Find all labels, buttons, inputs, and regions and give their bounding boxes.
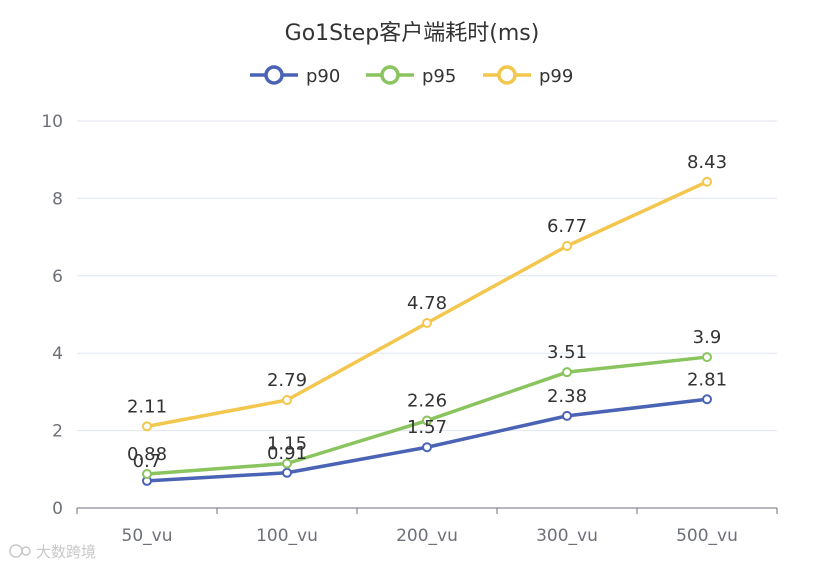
data-point-p99[interactable] bbox=[142, 421, 152, 432]
x-tick-label: 500_vu bbox=[676, 526, 738, 546]
y-tick-label: 6 bbox=[52, 267, 63, 287]
data-point-p99[interactable] bbox=[562, 241, 572, 252]
series-line-p95 bbox=[146, 355, 708, 476]
legend-marker-icon bbox=[264, 65, 284, 85]
data-label-p90: 0.91 bbox=[267, 443, 307, 464]
data-label-p99: 8.43 bbox=[687, 152, 727, 173]
data-label-p90: 2.81 bbox=[687, 369, 727, 390]
x-tick-label: 50_vu bbox=[122, 526, 173, 546]
data-label-p95: 0.88 bbox=[127, 444, 167, 465]
data-point-p95[interactable] bbox=[282, 458, 292, 469]
y-axis: 0 2 4 6 8 10 bbox=[41, 112, 63, 519]
data-point-p90[interactable] bbox=[282, 467, 292, 478]
data-label-p90: 2.38 bbox=[547, 386, 587, 407]
y-tick-label: 8 bbox=[52, 189, 63, 209]
legend-item-p95[interactable]: p95 bbox=[366, 65, 456, 87]
data-point-p99[interactable] bbox=[422, 318, 432, 329]
data-point-p95[interactable] bbox=[562, 367, 572, 378]
legend-label: p90 bbox=[306, 66, 340, 87]
y-tick-label: 2 bbox=[52, 422, 63, 442]
grid-lines bbox=[77, 120, 777, 432]
legend[interactable]: p90 p95 p99 bbox=[250, 65, 573, 87]
legend-label: p99 bbox=[539, 66, 573, 87]
x-tick-label: 200_vu bbox=[396, 526, 458, 546]
data-point-p90[interactable] bbox=[702, 394, 712, 405]
data-point-p90[interactable] bbox=[422, 442, 432, 453]
data-label-p95: 3.51 bbox=[547, 342, 587, 363]
data-label-p99: 6.77 bbox=[547, 216, 587, 237]
watermark: 大数跨境 bbox=[9, 543, 96, 561]
data-labels: 0.7 0.91 1.57 2.38 2.81 0.88 1.15 2.26 3.51 3.9 2.… bbox=[127, 152, 727, 472]
data-point-p99[interactable] bbox=[702, 176, 712, 187]
y-tick-label: 4 bbox=[52, 344, 63, 364]
data-label-p95: 1.15 bbox=[267, 433, 307, 454]
data-point-p95[interactable] bbox=[142, 468, 152, 479]
legend-item-p90[interactable]: p90 bbox=[250, 65, 340, 87]
data-point-p90[interactable] bbox=[562, 410, 572, 421]
x-axis: 50_vu 100_vu 200_vu 300_vu 500_vu bbox=[76, 507, 778, 546]
watermark-logo-icon bbox=[9, 544, 31, 558]
data-label-p99: 2.79 bbox=[267, 370, 307, 391]
x-tick-label: 100_vu bbox=[256, 526, 318, 546]
data-point-p95[interactable] bbox=[702, 352, 712, 363]
data-label-p95: 2.26 bbox=[407, 391, 447, 412]
data-point-p99[interactable] bbox=[282, 395, 292, 406]
data-label-p90: 0.7 bbox=[133, 451, 162, 472]
legend-item-p99[interactable]: p99 bbox=[483, 65, 573, 87]
chart-title: Go1Step客户端耗时(ms) bbox=[285, 21, 540, 46]
legend-marker-icon bbox=[380, 65, 400, 85]
legend-label: p95 bbox=[422, 66, 456, 87]
data-point-p95[interactable] bbox=[422, 415, 432, 426]
y-tick-label: 10 bbox=[41, 112, 63, 132]
data-label-p90: 1.57 bbox=[407, 417, 447, 438]
data-label-p99: 4.78 bbox=[407, 293, 447, 314]
series-layer bbox=[142, 176, 712, 486]
x-tick-label: 300_vu bbox=[536, 526, 598, 546]
y-tick-label: 0 bbox=[52, 499, 63, 519]
data-label-p95: 3.9 bbox=[693, 327, 722, 348]
watermark-text: 大数跨境 bbox=[36, 543, 96, 561]
data-label-p99: 2.11 bbox=[127, 396, 167, 417]
legend-marker-icon bbox=[497, 65, 517, 85]
